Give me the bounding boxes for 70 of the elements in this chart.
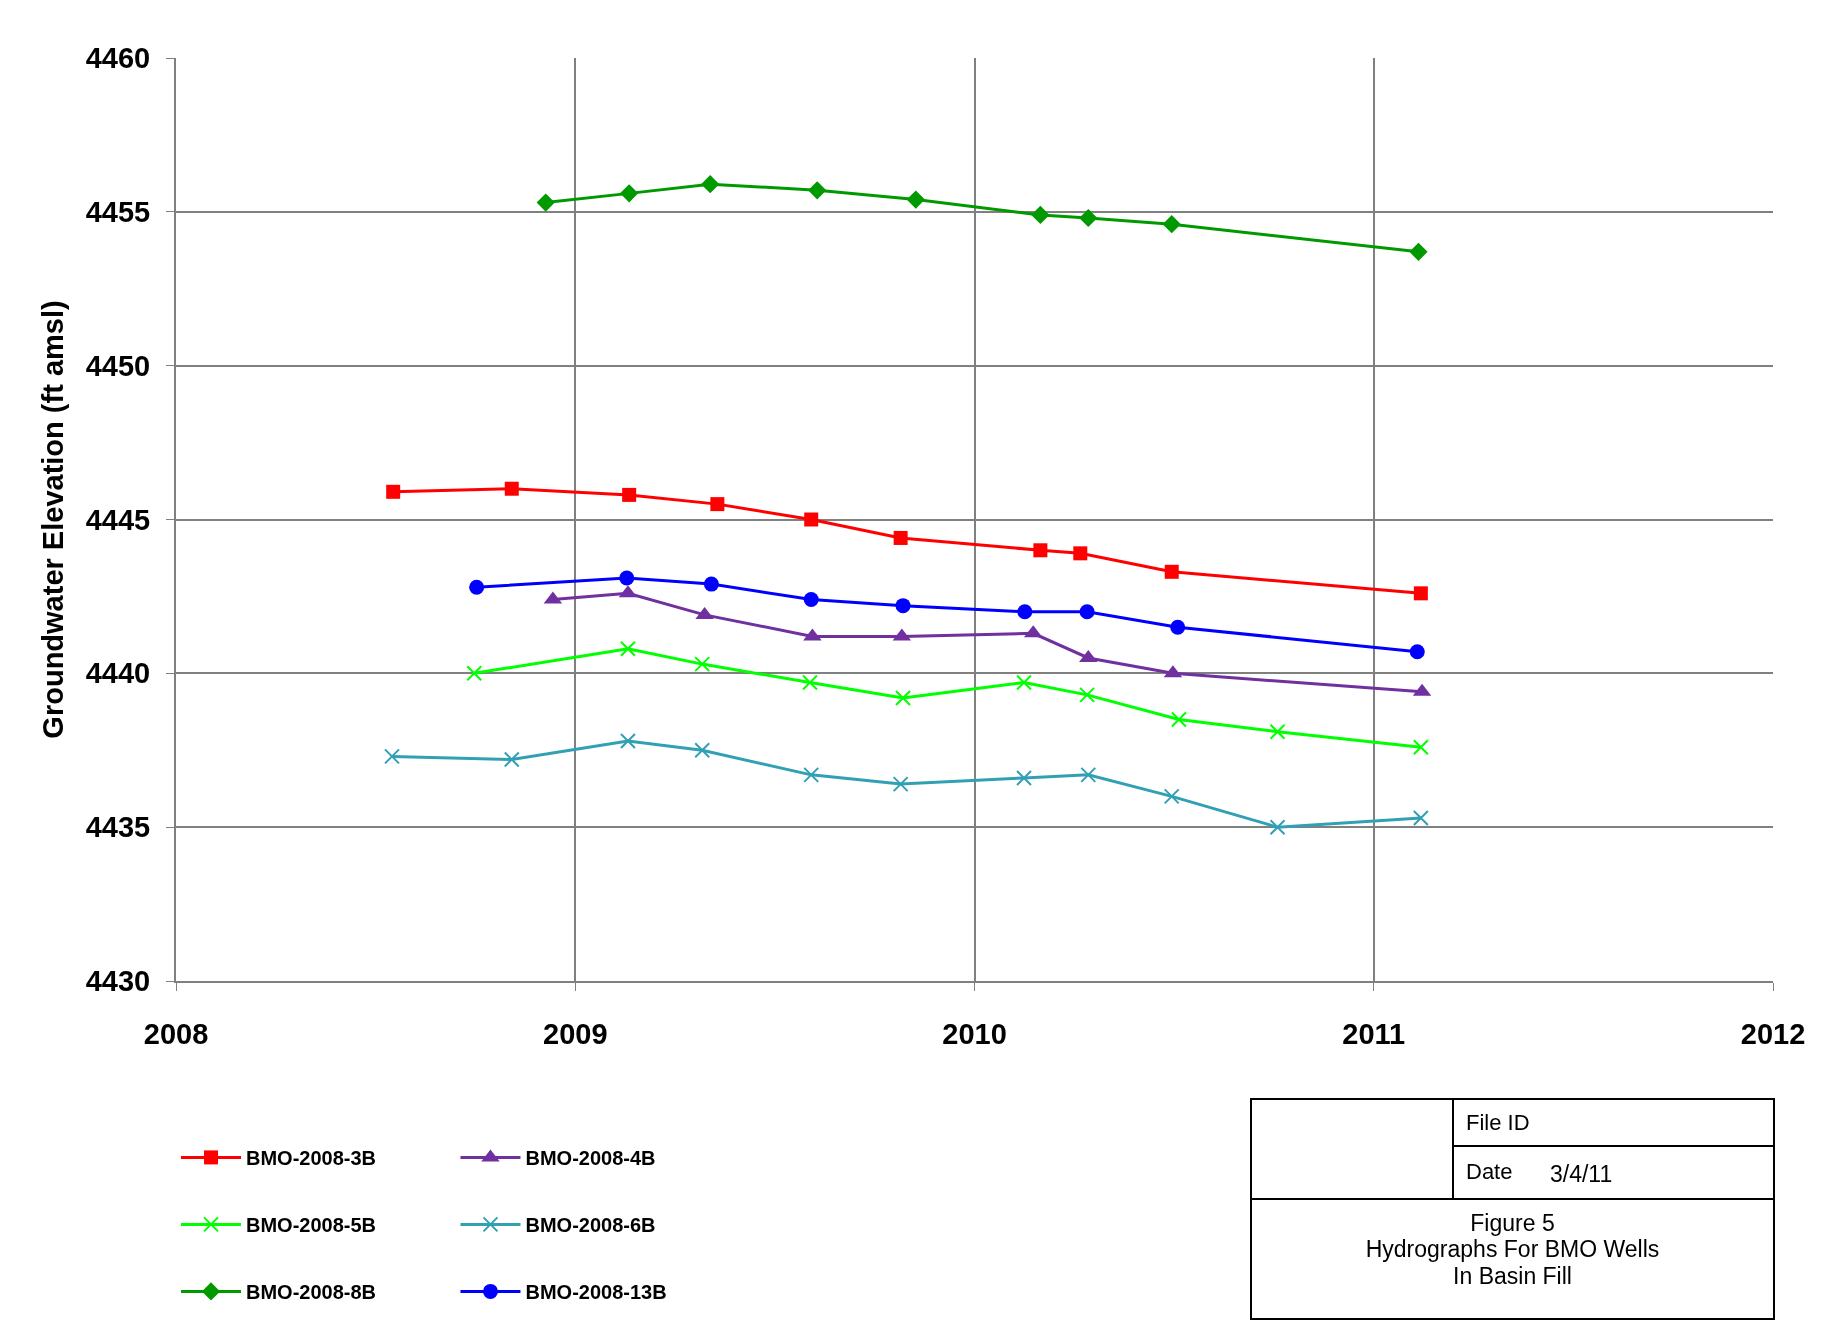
point xyxy=(386,484,401,499)
point xyxy=(536,193,555,212)
y-tick-label: 4440 xyxy=(85,657,151,690)
x-tick-label: 2012 xyxy=(1740,1017,1806,1050)
legend-label: BMO-2008-3B xyxy=(246,1147,377,1170)
y-tick-label: 4455 xyxy=(85,195,151,228)
title-block: File ID Date 3/4/11 Figure 5 Hydrographs For BMO Wells In Basin Fill xyxy=(1250,1098,1775,1320)
legend-label: BMO-2008-8B xyxy=(246,1281,377,1304)
point xyxy=(893,530,908,545)
point xyxy=(892,776,909,793)
legend-label: BMO-2008-6B xyxy=(525,1214,656,1237)
point xyxy=(802,674,819,691)
point xyxy=(1412,739,1429,756)
x-tick-label: 2008 xyxy=(143,1017,209,1050)
point xyxy=(1409,644,1425,660)
point xyxy=(895,598,911,614)
point xyxy=(619,640,636,657)
legend-label: BMO-2008-5B xyxy=(246,1214,377,1237)
point xyxy=(466,665,483,682)
point xyxy=(1269,723,1286,740)
point xyxy=(694,742,711,759)
point xyxy=(619,570,635,586)
point xyxy=(803,591,819,607)
point xyxy=(1079,208,1098,228)
point xyxy=(1016,769,1033,786)
point xyxy=(469,579,485,595)
y-tick-label: 4430 xyxy=(85,965,151,998)
point xyxy=(803,766,820,783)
caption: Figure 5 Hydrographs For BMO Wells In Basin Fill xyxy=(1364,1209,1661,1291)
point xyxy=(1016,674,1033,691)
point xyxy=(1413,586,1428,601)
point xyxy=(808,181,827,200)
point xyxy=(703,576,719,592)
point xyxy=(1269,819,1286,836)
point xyxy=(1017,604,1033,620)
point xyxy=(1170,711,1187,728)
x-tick-label: 2011 xyxy=(1342,1017,1406,1050)
point xyxy=(1164,564,1179,579)
legend-label: BMO-2008-4B xyxy=(525,1147,656,1170)
point xyxy=(1079,604,1095,620)
y-tick-label: 4460 xyxy=(85,42,151,75)
y-tick-label: 4445 xyxy=(85,503,151,536)
x-tick-label: 2009 xyxy=(542,1017,608,1050)
point xyxy=(1073,546,1088,561)
y-axis-title: Groundwater Elevation (ft amsl) xyxy=(36,300,69,739)
point xyxy=(1080,766,1097,783)
point xyxy=(895,689,912,706)
y-tick-label: 4435 xyxy=(85,811,151,844)
point xyxy=(804,512,819,527)
point xyxy=(1033,543,1048,558)
point xyxy=(906,190,925,209)
point xyxy=(1162,215,1181,234)
point xyxy=(1031,205,1050,225)
point xyxy=(701,175,720,194)
point xyxy=(504,481,519,496)
point xyxy=(619,733,636,750)
point xyxy=(1170,619,1186,635)
point xyxy=(622,487,637,502)
point xyxy=(383,748,400,765)
point xyxy=(1412,809,1429,826)
point xyxy=(503,751,520,768)
point xyxy=(1079,686,1096,703)
point xyxy=(620,184,639,203)
x-tick-label: 2010 xyxy=(942,1017,1007,1050)
point xyxy=(1409,242,1428,261)
legend-label: BMO-2008-13B xyxy=(525,1281,667,1304)
y-tick-label: 4450 xyxy=(85,349,151,382)
point xyxy=(710,497,725,512)
point xyxy=(694,656,711,673)
point xyxy=(1163,788,1180,805)
